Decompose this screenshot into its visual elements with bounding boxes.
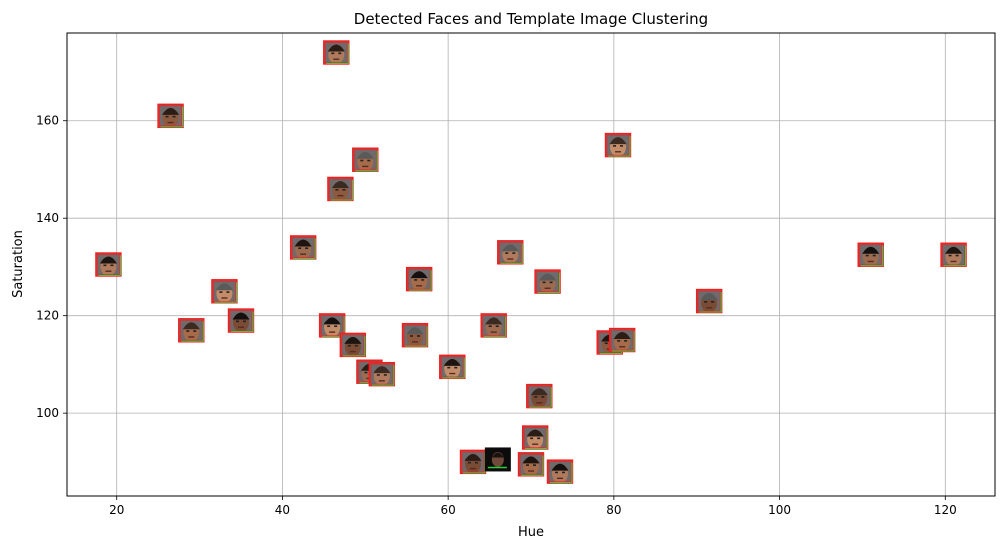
x-tick-label: 80	[606, 503, 621, 517]
x-axis-ticks: 20 40 60 80 100 120	[109, 496, 957, 517]
x-tick-label: 40	[275, 503, 290, 517]
face-thumbnail	[289, 235, 317, 260]
face-thumbnail	[352, 147, 379, 172]
face-thumbnail	[857, 242, 884, 267]
face-thumbnail	[405, 266, 433, 292]
face-thumbnail	[534, 269, 561, 294]
face-thumbnail	[368, 361, 396, 387]
x-tick-label: 100	[768, 503, 791, 517]
face-thumbnail	[178, 318, 205, 343]
face-thumbnail	[521, 425, 549, 450]
face-thumbnail	[608, 327, 636, 353]
face-thumbnail	[497, 240, 524, 265]
y-tick-label: 160	[36, 114, 59, 128]
y-tick-label: 140	[36, 211, 59, 225]
face-thumbnail	[323, 40, 350, 65]
face-thumbnail	[318, 313, 346, 338]
face-thumbnail	[604, 132, 632, 158]
face-thumbnail	[526, 383, 553, 409]
y-axis-label: Saturation	[11, 230, 26, 298]
face-thumbnail	[95, 252, 122, 277]
face-thumbnail	[157, 103, 184, 129]
face-thumbnail	[211, 279, 238, 304]
x-tick-label: 120	[934, 503, 957, 517]
face-thumbnail	[695, 288, 723, 314]
y-axis-ticks: 100 120 140 160	[36, 114, 67, 420]
face-thumbnail	[439, 354, 466, 380]
plot-frame	[66, 32, 996, 497]
y-tick-label: 120	[36, 309, 59, 323]
face-thumbnail	[227, 308, 255, 333]
face-thumbnail	[339, 332, 367, 358]
face-points	[95, 40, 967, 484]
face-thumbnail	[401, 322, 429, 348]
face-thumbnail	[940, 242, 967, 267]
y-tick-label: 100	[36, 406, 59, 420]
face-thumbnail	[327, 176, 354, 202]
face-thumbnail	[480, 313, 507, 338]
face-thumbnail	[546, 459, 574, 484]
x-axis-label: Hue	[518, 525, 544, 540]
x-tick-label: 20	[109, 503, 124, 517]
face-thumbnail	[459, 449, 487, 475]
face-thumbnail	[517, 452, 545, 477]
template-face-thumbnail	[484, 447, 511, 472]
chart-title: Detected Faces and Template Image Cluste…	[354, 10, 708, 28]
x-tick-label: 60	[441, 503, 456, 517]
